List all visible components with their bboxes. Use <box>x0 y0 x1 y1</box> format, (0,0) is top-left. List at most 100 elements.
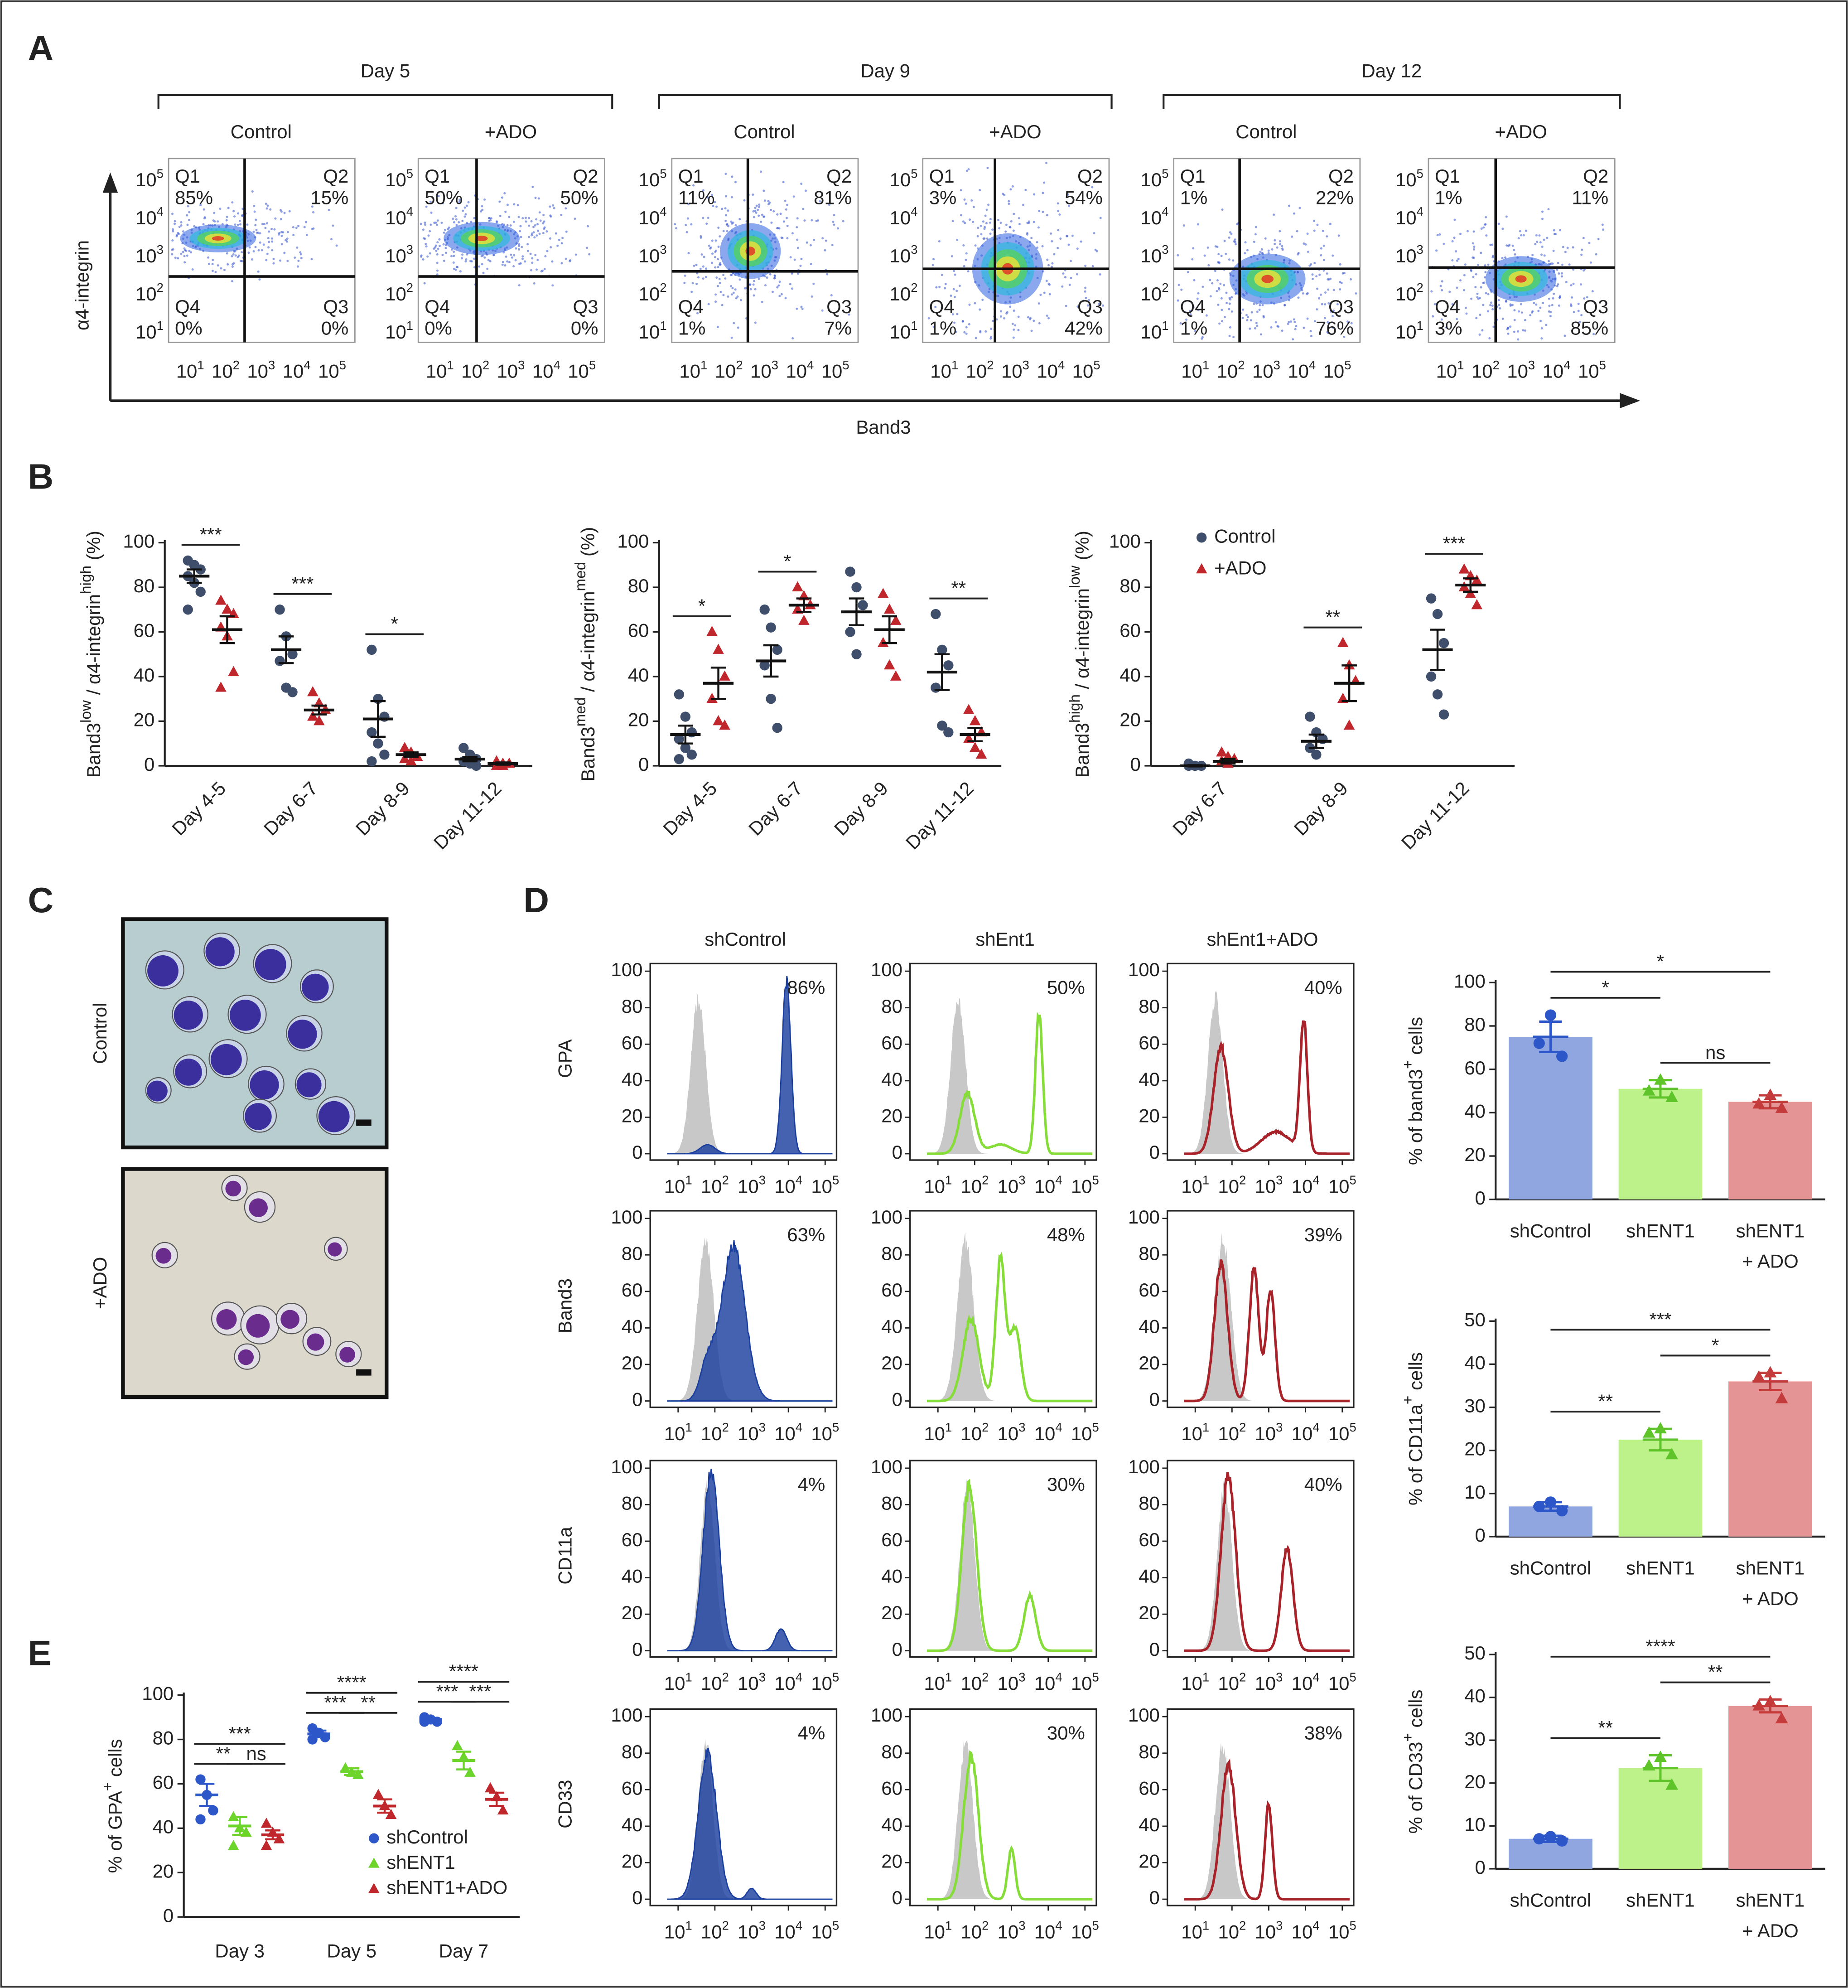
density-dot <box>1064 276 1066 279</box>
data-point <box>674 754 685 764</box>
density-dot <box>1062 272 1065 275</box>
x-tick-label-part: 10 <box>679 361 700 382</box>
density-dot <box>543 227 545 230</box>
density-dot <box>182 230 185 233</box>
density-dot <box>539 219 542 222</box>
quadrant-name: Q4 <box>678 296 704 317</box>
density-dot <box>1293 318 1295 321</box>
x-tick-label-part: 3 <box>1274 358 1280 372</box>
y-tick-label: 40 <box>622 1566 643 1587</box>
density-dot <box>821 237 824 240</box>
y-tick-label: 40 <box>1139 1566 1160 1587</box>
density-dot <box>425 242 427 245</box>
density-dot <box>985 208 988 211</box>
x-tick-label: 103 <box>247 358 275 382</box>
x-tick-label-part: 1 <box>700 358 707 372</box>
x-tick-label: 105 <box>1072 358 1100 382</box>
density-dot <box>810 263 812 266</box>
density-dot <box>1486 310 1489 313</box>
density-dot <box>443 260 445 262</box>
density-dot <box>1320 254 1322 256</box>
density-dot <box>1050 232 1052 235</box>
density-dot <box>311 205 314 208</box>
x-tick-label-part: 5 <box>589 358 596 372</box>
data-point <box>877 588 889 598</box>
significance-label: * <box>1657 951 1664 972</box>
cell-nucleus <box>307 1333 324 1351</box>
density-dot <box>530 220 533 223</box>
density-dot <box>1010 220 1013 223</box>
y-tick-label-part: 5 <box>1417 167 1423 181</box>
density-dot <box>1039 294 1042 296</box>
significance-label: ** <box>216 1743 231 1764</box>
data-point <box>680 743 691 753</box>
density-dot <box>1277 325 1280 328</box>
density-dot <box>180 224 183 227</box>
y-tick-label: 40 <box>1464 1100 1486 1122</box>
day-label: Day 9 <box>860 60 910 82</box>
density-dot <box>800 305 803 308</box>
density-dot <box>785 217 788 219</box>
density-dot <box>1271 248 1274 251</box>
significance-label: *** <box>200 524 222 545</box>
density-dot <box>1514 253 1516 256</box>
density-dot <box>784 199 786 202</box>
y-tick-label: 80 <box>153 1727 174 1749</box>
density-dot <box>231 280 234 283</box>
x-tick-label: 103 <box>497 358 525 382</box>
density-dot <box>263 223 266 225</box>
x-tick-label-part: 2 <box>982 1420 989 1434</box>
density-dot <box>1059 237 1062 240</box>
density-dot <box>738 278 741 281</box>
density-dot <box>1439 285 1442 287</box>
density-dot <box>770 208 772 211</box>
density-dot <box>1012 229 1015 232</box>
density-dot <box>986 237 989 240</box>
density-dot <box>259 232 261 235</box>
x-tick-label: 102 <box>1218 1670 1246 1694</box>
density-dot <box>1537 310 1540 312</box>
condition-label: +ADO <box>485 121 537 142</box>
density-dot <box>1216 279 1219 282</box>
density-dot <box>1005 223 1008 226</box>
y-axis-label-part: + <box>1400 1733 1417 1741</box>
density-dot <box>962 244 965 247</box>
density-dot <box>185 249 188 252</box>
density-dot <box>986 167 989 169</box>
density-dot <box>719 235 721 238</box>
density-dot <box>481 205 483 208</box>
density-dot <box>1309 330 1312 333</box>
density-dot <box>188 219 190 222</box>
density-dot <box>1313 261 1316 264</box>
density-dot <box>674 223 676 226</box>
data-point <box>845 627 855 637</box>
cell-nucleus <box>175 1059 202 1086</box>
density-dot <box>1008 200 1010 203</box>
density-dot <box>551 260 554 263</box>
density-dot <box>1050 266 1053 268</box>
density-dot <box>778 227 781 230</box>
data-point <box>1544 1496 1557 1508</box>
x-tick-label-part: 1 <box>685 1670 692 1684</box>
data-point <box>367 644 377 655</box>
density-dot <box>498 200 501 203</box>
x-tick-label-part: 10 <box>1034 1921 1056 1943</box>
density-dot <box>699 267 702 270</box>
x-tick-label-part: 2 <box>982 1670 989 1684</box>
y-tick-label: 60 <box>622 1032 643 1053</box>
density-dot <box>565 207 567 210</box>
density-dot <box>569 259 572 262</box>
density-dot <box>1595 253 1597 256</box>
x-tick-label-part: 5 <box>1092 1420 1099 1434</box>
density-dot <box>786 237 789 240</box>
density-dot <box>1037 302 1040 305</box>
x-tick-label: 103 <box>1255 1919 1283 1943</box>
data-point <box>963 704 975 714</box>
y-tick-label: 102 <box>135 281 164 305</box>
cell-nucleus <box>296 1072 322 1098</box>
data-point <box>222 603 233 614</box>
density-dot <box>731 175 733 178</box>
y-tick-label: 105 <box>135 167 164 191</box>
x-tick-label-part: 10 <box>283 361 304 382</box>
data-point <box>307 686 318 697</box>
